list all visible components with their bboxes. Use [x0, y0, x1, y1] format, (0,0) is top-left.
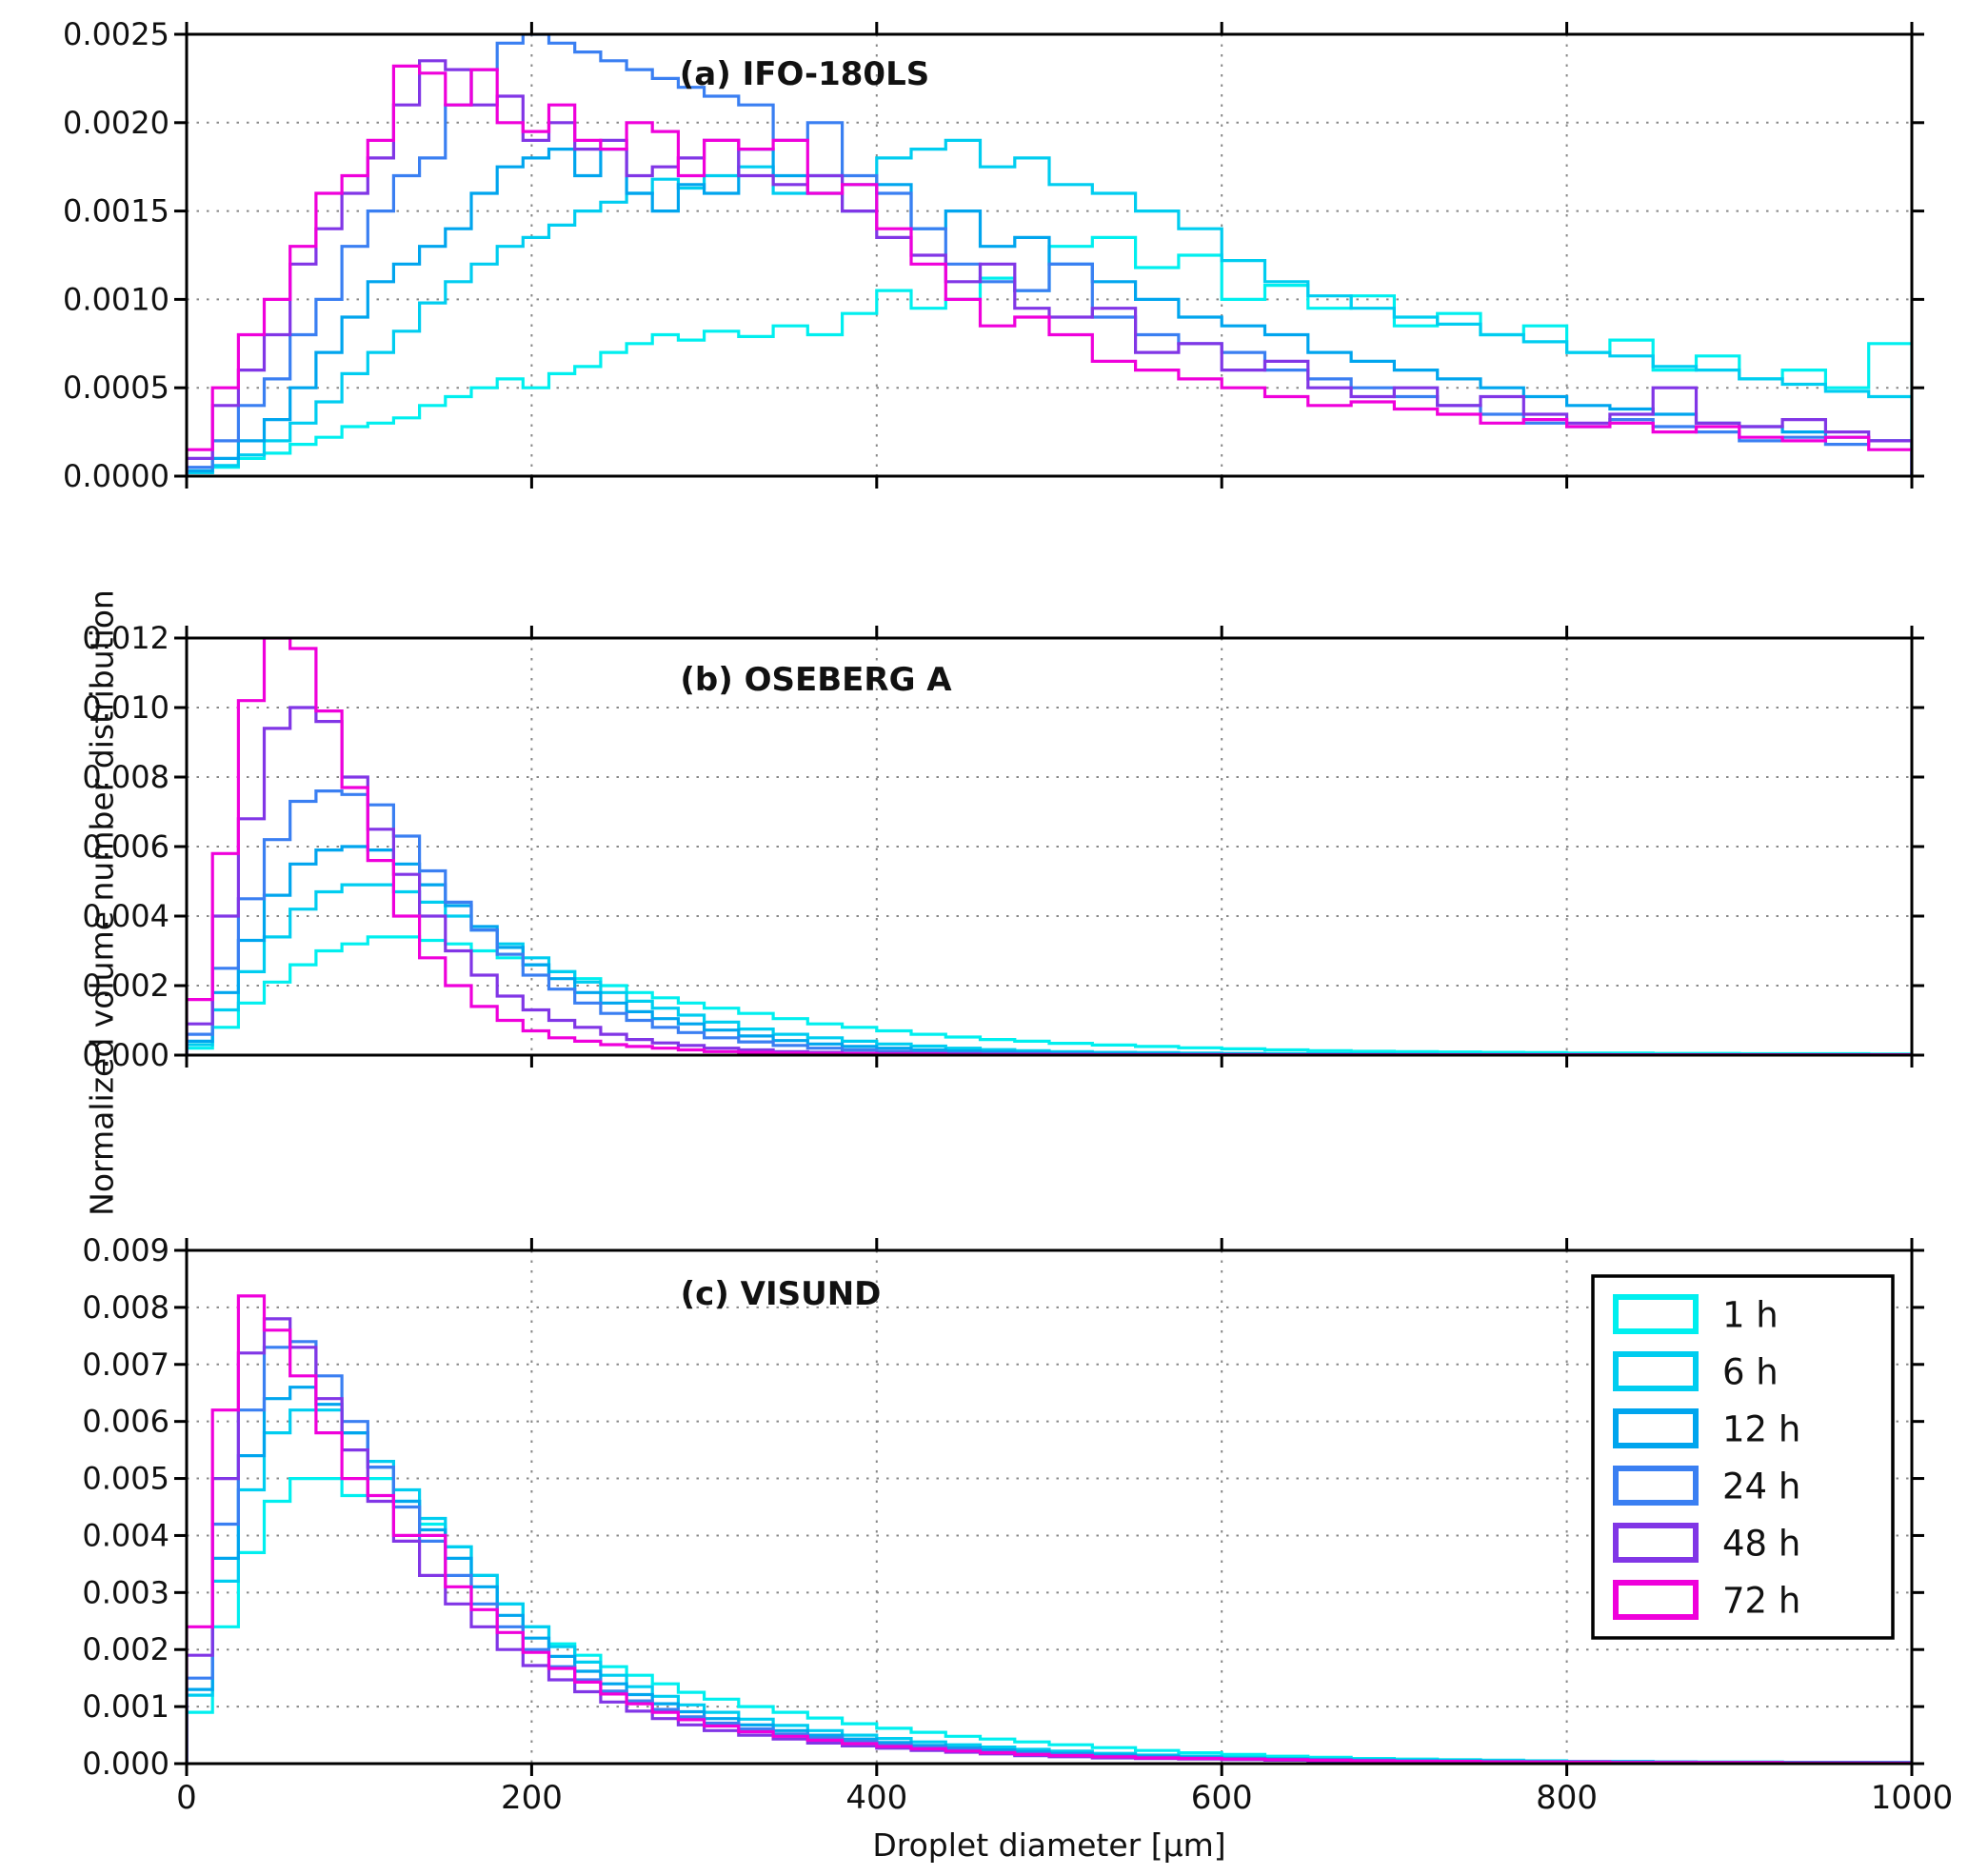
panel-b-ytick-label-0.010: 0.010	[82, 689, 169, 726]
panel-c-ytick-label-0.006: 0.006	[82, 1404, 169, 1440]
panel-c-xtick-label-1000: 1000	[1871, 1779, 1954, 1817]
legend-swatch-24h	[1613, 1466, 1699, 1506]
panel-a-title: (a) IFO-180LS	[679, 55, 930, 93]
panel-c-xtick-label-800: 800	[1536, 1779, 1598, 1817]
panel-c-ytick-label-0.001: 0.001	[82, 1688, 169, 1725]
panel-a-ytick-label-0.0005: 0.0005	[63, 369, 169, 406]
panel-c-series-72h-curve	[187, 1294, 1912, 1764]
panel-c-border	[185, 1248, 1914, 1766]
legend-label-1h: 1 h	[1722, 1295, 1779, 1336]
panel-c-title: (c) VISUND	[680, 1275, 882, 1313]
panel-a-series-1h-curve	[187, 235, 1912, 476]
panel-c-ytick-label-0.008: 0.008	[82, 1289, 169, 1326]
legend-swatch-6h	[1613, 1351, 1699, 1391]
panel-b-ytick-label-0.002: 0.002	[82, 968, 169, 1004]
panel-a-border	[185, 32, 1914, 478]
panel-b-ytick-label-0.008: 0.008	[82, 759, 169, 795]
panel-c-xtick-label-600: 600	[1191, 1779, 1253, 1817]
panel-c-ytick-label-0.003: 0.003	[82, 1574, 169, 1610]
panel-c-ytick-label-0.000: 0.000	[82, 1746, 169, 1782]
legend-label-6h: 6 h	[1722, 1352, 1779, 1393]
panel-a-series-6h-curve	[187, 138, 1912, 476]
panel-a-ytick-label-0.0000: 0.0000	[63, 458, 169, 494]
panel-c-xtick-label-400: 400	[845, 1779, 907, 1817]
panel-c-plot: 0.000 0.001 0.002 0.003 0.004 0.005 0.006 0.007…	[82, 1232, 1953, 1817]
legend-swatch-1h	[1613, 1294, 1699, 1334]
panel-a-ytick-label-0.0025: 0.0025	[63, 16, 169, 52]
panel-a-ytick-label-0.0015: 0.0015	[63, 193, 169, 230]
panel-c-ytick-label-0.007: 0.007	[82, 1347, 169, 1383]
panel-c-ytick-label-0.002: 0.002	[82, 1631, 169, 1667]
panel-c-ytick-label-0.004: 0.004	[82, 1517, 169, 1553]
x-axis-label: Droplet diameter [μm]	[872, 1826, 1226, 1864]
panel-b-ytick-label-0.004: 0.004	[82, 898, 169, 934]
panel-a-ytick-label-0.0020: 0.0020	[63, 105, 169, 141]
legend-label-24h: 24 h	[1722, 1467, 1800, 1507]
panel-b-title: (b) OSEBERG A	[680, 661, 952, 699]
panel-c-xtick-label-0: 0	[176, 1779, 197, 1817]
panel-b-ytick-label-0.000: 0.000	[82, 1037, 169, 1073]
panel-b-ytick-label-0.006: 0.006	[82, 828, 169, 865]
legend: 1 h 6 h 12 h 24 h 48 h 72 h	[1591, 1274, 1895, 1640]
panel-b-plot: 0.000 0.002 0.004 0.006 0.008 0.010 0.012	[82, 620, 1924, 1073]
panel-c-ytick-label-0.009: 0.009	[82, 1232, 169, 1268]
panel-a-series-72h-curve	[187, 64, 1912, 476]
legend-label-48h: 48 h	[1722, 1524, 1800, 1565]
legend-box	[1591, 1274, 1895, 1640]
legend-label-12h: 12 h	[1722, 1409, 1800, 1450]
panel-b-ytick-label-0.012: 0.012	[82, 620, 169, 656]
legend-swatch-12h	[1613, 1408, 1699, 1448]
panel-b-border	[185, 636, 1914, 1057]
panel-c-xtick-label-200: 200	[501, 1779, 563, 1817]
y-axis-label: Normalized volume number distribution	[83, 589, 121, 1216]
legend-swatch-48h	[1613, 1523, 1699, 1563]
panel-a-ytick-label-0.0010: 0.0010	[63, 281, 169, 317]
panel-b-series-1h-curve	[187, 935, 1912, 1055]
panel-a-plot: 0.0000 0.0005 0.0010 0.0015 0.0020 0.0025	[63, 16, 1924, 494]
panel-c-ytick-label-0.005: 0.005	[82, 1461, 169, 1497]
legend-label-72h: 72 h	[1722, 1581, 1800, 1622]
panel-b-series-72h-curve	[187, 638, 1912, 1055]
legend-swatch-72h	[1613, 1580, 1699, 1620]
